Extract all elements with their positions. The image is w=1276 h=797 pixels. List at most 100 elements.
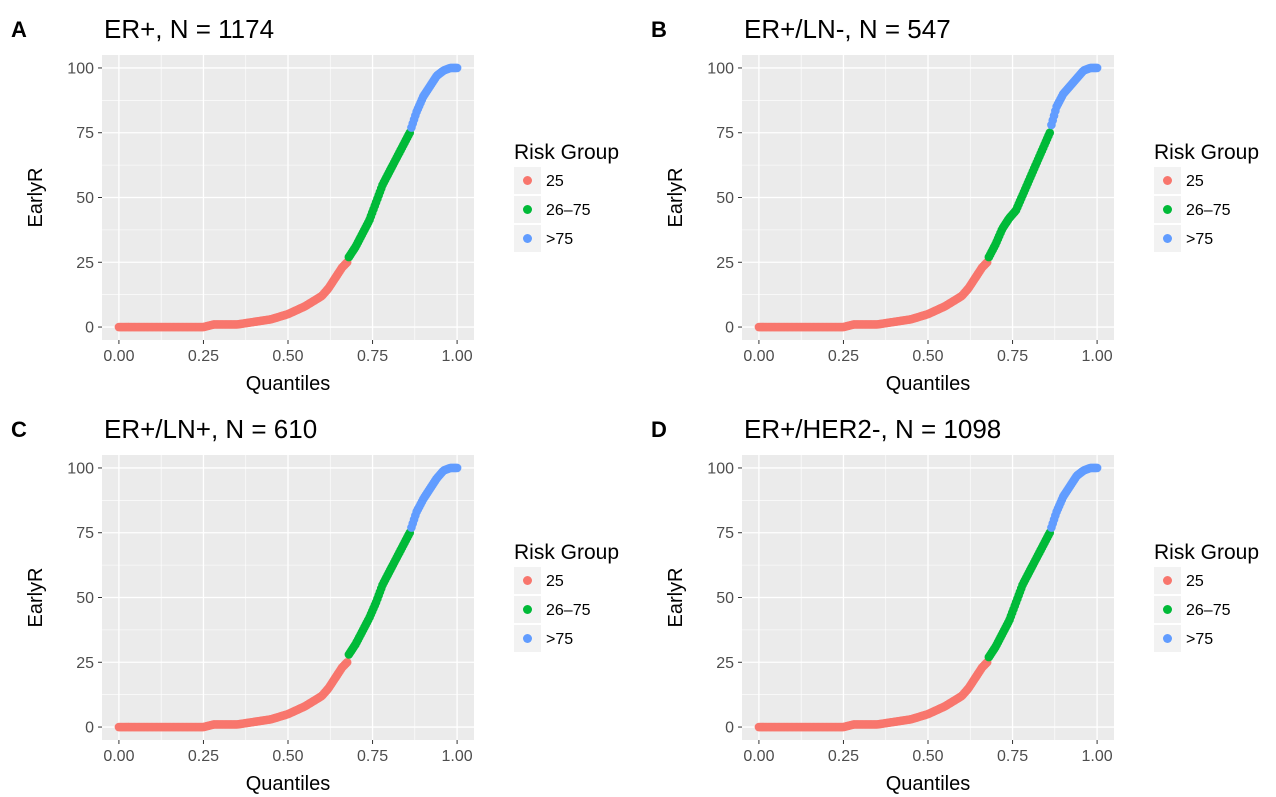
panel-label: D — [651, 417, 667, 442]
legend-label: 26–75 — [546, 602, 591, 619]
x-tick-label: 0.00 — [743, 348, 774, 365]
x-tick-label: 0.00 — [103, 348, 134, 365]
y-tick-label: 25 — [76, 255, 94, 272]
legend-key-swatch — [523, 234, 532, 243]
legend-title: Risk Group — [1154, 141, 1259, 164]
legend: Risk Group 25 26–75 >75 — [1154, 141, 1259, 252]
legend-key-swatch — [523, 634, 532, 643]
legend-key-swatch — [1163, 634, 1172, 643]
y-axis-title: EarlyR — [25, 567, 47, 627]
x-tick-label: 0.00 — [743, 748, 774, 765]
chart-svg: C ER+/LN+, N = 610 0.00 0.25 0.50 0.75 1.00 0 25… — [11, 414, 619, 795]
chart-title: ER+/LN-, N = 547 — [744, 14, 951, 44]
chart-svg: B ER+/LN-, N = 547 0.00 0.25 0.50 0.75 1.00 0 25… — [651, 14, 1259, 395]
x-tick-label: 0.75 — [357, 748, 388, 765]
y-tick-label: 75 — [716, 125, 734, 142]
y-tick-label: 50 — [76, 590, 94, 607]
legend-key-swatch — [1163, 176, 1172, 185]
legend-label: 25 — [546, 573, 564, 590]
chart-svg: A ER+, N = 1174 0.00 0.25 0.50 0.75 1.00 0 25 50 7… — [11, 14, 619, 395]
data-point-high — [1092, 63, 1102, 73]
x-tick-label: 0.25 — [188, 348, 219, 365]
panel-label: A — [11, 17, 27, 42]
x-axis-title: Quantiles — [886, 373, 971, 395]
chart-title: ER+/HER2-, N = 1098 — [744, 414, 1001, 444]
y-tick-label: 100 — [707, 60, 734, 77]
legend-label: 26–75 — [1186, 202, 1231, 219]
legend-title: Risk Group — [1154, 541, 1259, 564]
x-tick-label: 0.25 — [828, 348, 859, 365]
legend-key-swatch — [1163, 234, 1172, 243]
x-tick-label: 1.00 — [442, 348, 473, 365]
chart-panel-b: B ER+/LN-, N = 547 0.00 0.25 0.50 0.75 1.00 0 25… — [640, 0, 1276, 397]
x-axis-title: Quantiles — [886, 773, 971, 795]
legend-title: Risk Group — [514, 141, 619, 164]
data-points — [754, 63, 1102, 332]
y-tick-label: 0 — [725, 720, 734, 737]
x-tick-label: 1.00 — [1082, 748, 1113, 765]
y-tick-label: 0 — [725, 320, 734, 337]
y-tick-label: 25 — [716, 255, 734, 272]
legend-title: Risk Group — [514, 541, 619, 564]
data-point-low — [342, 657, 352, 667]
x-tick-label: 0.50 — [272, 748, 303, 765]
data-point-high — [1092, 463, 1102, 473]
legend-label: >75 — [1186, 631, 1213, 648]
y-axis-title: EarlyR — [25, 167, 47, 227]
y-tick-label: 100 — [707, 460, 734, 477]
y-tick-label: 100 — [67, 460, 94, 477]
x-tick-label: 0.25 — [188, 748, 219, 765]
chart-title: ER+/LN+, N = 610 — [104, 414, 317, 444]
legend-label: 25 — [546, 173, 564, 190]
legend: Risk Group 25 26–75 >75 — [514, 541, 619, 652]
chart-title: ER+, N = 1174 — [104, 14, 274, 44]
chart-panel-d: D ER+/HER2-, N = 1098 0.00 0.25 0.50 0.75 1.00… — [640, 400, 1276, 797]
x-tick-label: 0.75 — [357, 348, 388, 365]
y-tick-label: 75 — [76, 125, 94, 142]
x-tick-label: 0.50 — [912, 748, 943, 765]
x-tick-label: 1.00 — [1082, 348, 1113, 365]
legend-label: 26–75 — [1186, 602, 1231, 619]
legend-key-swatch — [523, 576, 532, 585]
legend: Risk Group 25 26–75 >75 — [1154, 541, 1259, 652]
y-tick-label: 0 — [85, 720, 94, 737]
y-tick-label: 100 — [67, 60, 94, 77]
panel-label: C — [11, 417, 27, 442]
x-tick-label: 0.50 — [912, 348, 943, 365]
y-tick-label: 50 — [716, 590, 734, 607]
x-tick-label: 1.00 — [442, 748, 473, 765]
y-tick-label: 25 — [76, 655, 94, 672]
legend-label: 26–75 — [546, 202, 591, 219]
chart-svg: D ER+/HER2-, N = 1098 0.00 0.25 0.50 0.75 1.00… — [651, 414, 1259, 795]
x-tick-label: 0.00 — [103, 748, 134, 765]
x-tick-label: 0.75 — [997, 348, 1028, 365]
y-tick-label: 50 — [76, 190, 94, 207]
data-point-high — [452, 63, 462, 73]
legend: Risk Group 25 26–75 >75 — [514, 141, 619, 252]
chart-panel-c: C ER+/LN+, N = 610 0.00 0.25 0.50 0.75 1.00 0 25… — [0, 400, 638, 797]
legend-key-swatch — [523, 205, 532, 214]
legend-label: >75 — [1186, 231, 1213, 248]
y-tick-label: 50 — [716, 190, 734, 207]
x-tick-label: 0.75 — [997, 748, 1028, 765]
x-axis-title: Quantiles — [246, 773, 331, 795]
y-tick-label: 75 — [76, 525, 94, 542]
legend-key-swatch — [1163, 576, 1172, 585]
x-tick-label: 0.50 — [272, 348, 303, 365]
legend-label: 25 — [1186, 173, 1204, 190]
y-tick-label: 75 — [716, 525, 734, 542]
x-axis-title: Quantiles — [246, 373, 331, 395]
y-axis-title: EarlyR — [665, 167, 687, 227]
data-points — [754, 463, 1102, 732]
y-tick-label: 0 — [85, 320, 94, 337]
data-points — [114, 463, 462, 732]
legend-label: >75 — [546, 631, 573, 648]
legend-key-swatch — [1163, 205, 1172, 214]
legend-key-swatch — [523, 605, 532, 614]
legend-key-swatch — [523, 176, 532, 185]
x-tick-label: 0.25 — [828, 748, 859, 765]
data-point-mid — [1045, 128, 1055, 138]
legend-label: >75 — [546, 231, 573, 248]
y-tick-label: 25 — [716, 655, 734, 672]
